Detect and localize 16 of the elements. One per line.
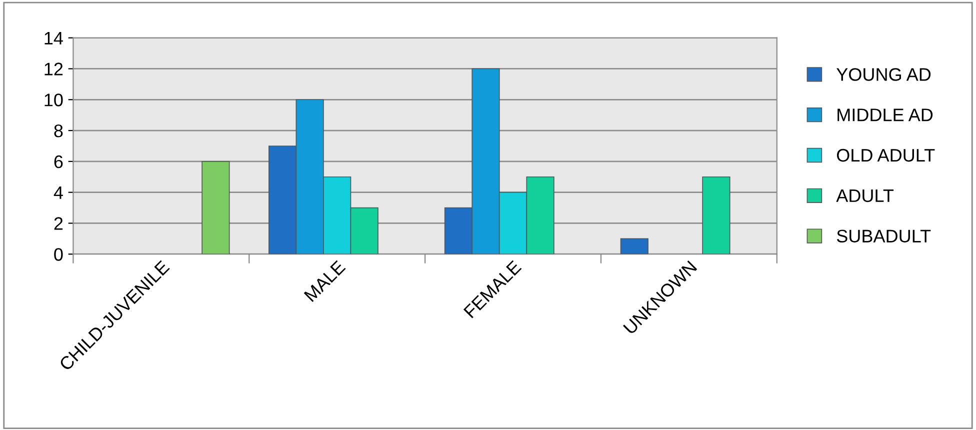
y-tick-label: 4: [54, 186, 63, 199]
y-tick-label: 10: [44, 94, 63, 106]
y-tick-label: 8: [54, 124, 63, 138]
y-tick-label: 6: [54, 155, 63, 168]
legend-label: ADULT: [836, 189, 894, 202]
bar: [702, 176, 730, 254]
bar: [620, 238, 648, 254]
legend-label: YOUNG AD: [836, 68, 931, 81]
y-tick-label: 14: [44, 32, 63, 44]
y-tick-label: 2: [54, 217, 63, 230]
legend-label: SUBADULT: [836, 230, 931, 242]
y-tick-label: 12: [44, 62, 63, 76]
y-tick-label: 0: [54, 248, 63, 261]
legend-label: MIDDLE AD: [838, 108, 933, 122]
legend-label: OLD ADULT: [836, 148, 935, 162]
bar: [202, 161, 230, 254]
